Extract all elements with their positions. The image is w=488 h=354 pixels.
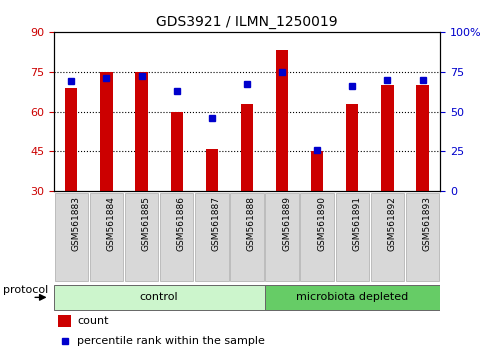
Text: GSM561885: GSM561885: [142, 196, 150, 251]
Bar: [54, 285, 264, 310]
Text: GSM561891: GSM561891: [351, 196, 361, 251]
Bar: [381, 85, 393, 191]
Bar: [240, 104, 253, 191]
Bar: [100, 72, 112, 191]
Bar: [195, 193, 228, 281]
Bar: [65, 88, 77, 191]
Bar: [160, 193, 193, 281]
Bar: [300, 193, 333, 281]
Text: count: count: [77, 316, 108, 326]
Text: GSM561887: GSM561887: [211, 196, 221, 251]
Text: GSM561888: GSM561888: [246, 196, 255, 251]
Bar: [346, 104, 358, 191]
Bar: [58, 315, 71, 327]
Title: GDS3921 / ILMN_1250019: GDS3921 / ILMN_1250019: [156, 16, 337, 29]
Bar: [135, 72, 147, 191]
Text: microbiota depleted: microbiota depleted: [296, 292, 407, 302]
Bar: [405, 193, 438, 281]
Bar: [264, 193, 298, 281]
Text: protocol: protocol: [3, 285, 48, 295]
Bar: [55, 193, 88, 281]
Bar: [170, 112, 183, 191]
Bar: [416, 85, 428, 191]
Bar: [89, 193, 123, 281]
Bar: [230, 193, 263, 281]
Text: GSM561893: GSM561893: [422, 196, 430, 251]
Text: percentile rank within the sample: percentile rank within the sample: [77, 336, 264, 346]
Text: GSM561884: GSM561884: [106, 196, 115, 251]
Bar: [310, 152, 323, 191]
Text: GSM561883: GSM561883: [71, 196, 80, 251]
Text: GSM561890: GSM561890: [317, 196, 325, 251]
Text: GSM561889: GSM561889: [282, 196, 290, 251]
Bar: [370, 193, 404, 281]
Bar: [264, 285, 439, 310]
Bar: [205, 149, 218, 191]
Bar: [124, 193, 158, 281]
Text: control: control: [140, 292, 178, 302]
Bar: [275, 50, 287, 191]
Text: GSM561892: GSM561892: [386, 196, 396, 251]
Bar: [335, 193, 368, 281]
Text: GSM561886: GSM561886: [176, 196, 185, 251]
